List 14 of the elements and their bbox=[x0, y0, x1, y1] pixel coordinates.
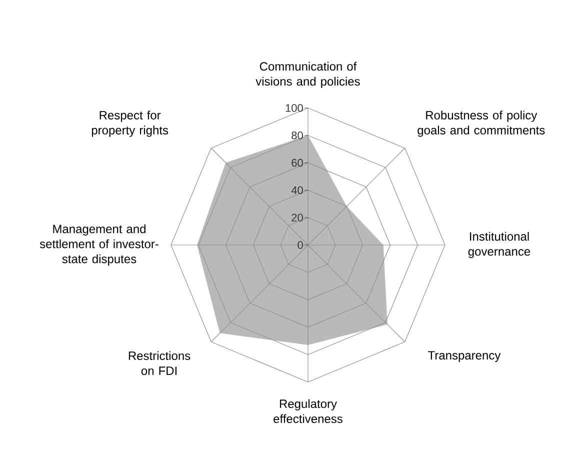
y-tick-label: 0 bbox=[298, 241, 303, 249]
y-tick-label: 100 bbox=[286, 104, 303, 112]
y-tick-label: 20 bbox=[292, 214, 303, 222]
spoke-label: Respect for property rights bbox=[92, 110, 168, 137]
y-tick-label: 40 bbox=[291, 186, 303, 194]
spoke-label: Transparency bbox=[428, 351, 501, 362]
spoke-label: Institutional governance bbox=[468, 232, 530, 258]
y-tick-label: 60 bbox=[292, 158, 303, 167]
spoke-label: Robustness of policy goals and commitments bbox=[418, 110, 545, 137]
spoke-label: Restrictions on FDI bbox=[128, 351, 190, 376]
spoke-label: Management and settlement of investor-state disputes bbox=[40, 224, 158, 266]
spoke-label: Regulatory effectiveness bbox=[274, 399, 342, 424]
spoke-label: Communication of visions and policies bbox=[256, 62, 360, 88]
y-tick-label: 80 bbox=[292, 132, 303, 140]
